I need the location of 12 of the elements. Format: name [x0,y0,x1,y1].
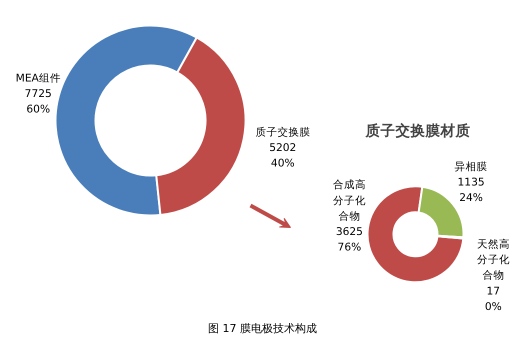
slice-label: 天然高分子化合物 [476,238,510,282]
data-label: 7725 60% [24,86,52,116]
slice-label: MEA组件 [16,71,61,84]
data-label: 17 0% [484,284,502,313]
chart-title: 质子交换膜材质 [364,122,470,140]
slice-label: 合成高分子化合物 [332,178,366,222]
data-label: 5202 40% [269,141,296,170]
data-label: 3625 76% [336,224,363,254]
slice-label: 质子交换膜 [255,125,310,138]
caption: 图 17 膜电极技术构成 [207,321,318,337]
data-label: 1135 24% [458,176,485,204]
slice-label: 异相膜 [454,160,488,173]
